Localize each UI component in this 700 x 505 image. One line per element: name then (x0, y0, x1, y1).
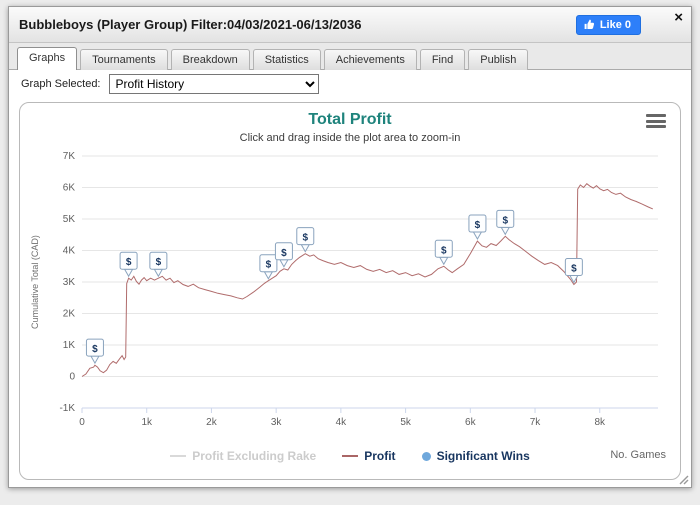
svg-text:3K: 3K (63, 277, 76, 288)
svg-text:6K: 6K (63, 183, 76, 194)
svg-text:4K: 4K (63, 246, 76, 257)
svg-text:0: 0 (69, 372, 75, 383)
chart-context-menu-button[interactable] (646, 113, 666, 129)
titlebar: Bubbleboys (Player Group) Filter:04/03/2… (9, 7, 691, 43)
svg-text:$: $ (502, 215, 508, 226)
tab-graphs[interactable]: Graphs (17, 47, 78, 70)
legend-swatch-line (342, 455, 359, 457)
svg-text:$: $ (475, 220, 481, 231)
svg-text:$: $ (126, 257, 132, 268)
chart-panel: Total Profit Click and drag inside the p… (19, 102, 681, 480)
like-button-label: Like 0 (599, 18, 631, 31)
chart-title: Total Profit (308, 111, 392, 128)
chart-subtitle: Click and drag inside the plot area to z… (239, 132, 461, 144)
svg-text:5k: 5k (400, 417, 412, 428)
xaxis-title: No. Games (610, 449, 666, 461)
svg-text:5K: 5K (63, 214, 76, 225)
svg-text:2K: 2K (63, 309, 76, 320)
svg-text:$: $ (302, 233, 308, 244)
svg-text:$: $ (266, 260, 272, 271)
svg-text:4k: 4k (336, 417, 348, 428)
tab-bar: Graphs Tournaments Breakdown Statistics … (9, 43, 691, 70)
graph-selected-dropdown[interactable]: Profit History (108, 74, 319, 94)
thumbs-up-icon (584, 19, 594, 29)
svg-text:8k: 8k (594, 417, 606, 428)
tab-publish[interactable]: Publish (468, 49, 529, 70)
tab-statistics[interactable]: Statistics (252, 49, 321, 70)
hamburger-icon (646, 114, 666, 117)
svg-text:1K: 1K (63, 340, 76, 351)
svg-text:6k: 6k (465, 417, 477, 428)
svg-text:$: $ (441, 245, 447, 256)
facebook-like-button[interactable]: Like 0 (575, 14, 641, 35)
svg-text:3k: 3k (271, 417, 283, 428)
svg-text:$: $ (156, 257, 162, 268)
legend-item-significant-wins[interactable]: Significant Wins (421, 449, 530, 463)
tab-tournaments[interactable]: Tournaments (80, 49, 168, 70)
svg-text:-1K: -1K (59, 403, 75, 414)
profit-chart-svg[interactable]: -1K 0 1K 2K 3K 4K 5K 6K 7K 0 1k 2k 3k 4k 5k 6k 7k 8k Cumul… (24, 146, 676, 446)
svg-text:Cumulative Total (CAD): Cumulative Total (CAD) (30, 235, 40, 329)
chart-legend: Profit Excluding Rake Profit Significant… (20, 446, 680, 466)
player-group-window: Bubbleboys (Player Group) Filter:04/03/2… (8, 6, 692, 488)
svg-text:$: $ (92, 344, 98, 355)
svg-text:7K: 7K (63, 151, 76, 162)
legend-swatch-dot (421, 451, 431, 461)
svg-text:2k: 2k (206, 417, 218, 428)
svg-text:$: $ (281, 248, 287, 259)
window-title: Bubbleboys (Player Group) Filter:04/03/2… (19, 17, 362, 32)
graph-selected-label: Graph Selected: (21, 78, 101, 90)
svg-text:0: 0 (79, 417, 85, 428)
tab-find[interactable]: Find (419, 49, 466, 70)
svg-text:7k: 7k (530, 417, 542, 428)
resize-handle[interactable] (678, 474, 689, 485)
svg-text:1k: 1k (141, 417, 153, 428)
tab-breakdown[interactable]: Breakdown (170, 49, 250, 70)
graph-selector-bar: Graph Selected: Profit History (9, 70, 691, 98)
close-icon[interactable]: × (674, 9, 683, 26)
legend-item-profit-excluding-rake[interactable]: Profit Excluding Rake (170, 449, 316, 463)
tab-achievements[interactable]: Achievements (323, 49, 417, 70)
legend-item-profit[interactable]: Profit (342, 449, 396, 463)
svg-text:$: $ (571, 264, 577, 275)
legend-swatch-line (170, 455, 187, 457)
